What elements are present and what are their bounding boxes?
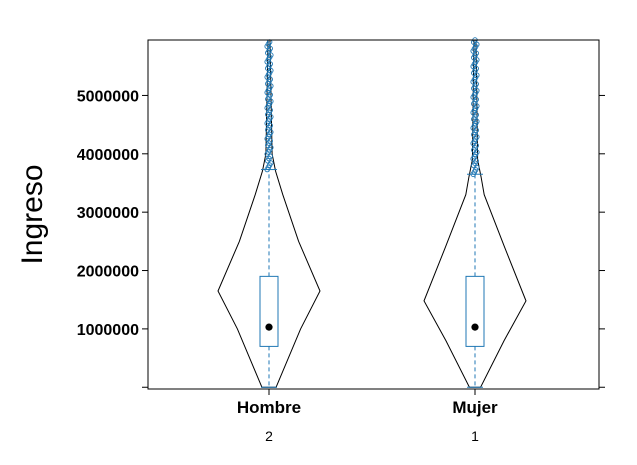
median-dot xyxy=(265,323,273,331)
iqr-box xyxy=(465,275,485,347)
y-tick-label: 1000000 xyxy=(77,322,139,339)
group-count-label: 2 xyxy=(265,428,273,444)
y-axis-title: Ingreso xyxy=(16,164,49,264)
x-tick-label: Hombre xyxy=(237,398,301,417)
iqr-box xyxy=(259,275,279,347)
median-dot xyxy=(471,323,479,331)
axes: 1000000 2000000 3000000 4000000 5000000 Hombr… xyxy=(77,39,605,444)
plot-frame xyxy=(147,39,600,390)
y-tick-label: 4000000 xyxy=(77,147,139,164)
y-tick-label: 5000000 xyxy=(77,88,139,105)
y-tick-label: 2000000 xyxy=(77,264,139,281)
plot-area xyxy=(217,37,527,388)
group-count-label: 1 xyxy=(471,428,479,444)
y-tick-label: 3000000 xyxy=(77,205,139,222)
x-tick-label: Mujer xyxy=(452,398,498,417)
